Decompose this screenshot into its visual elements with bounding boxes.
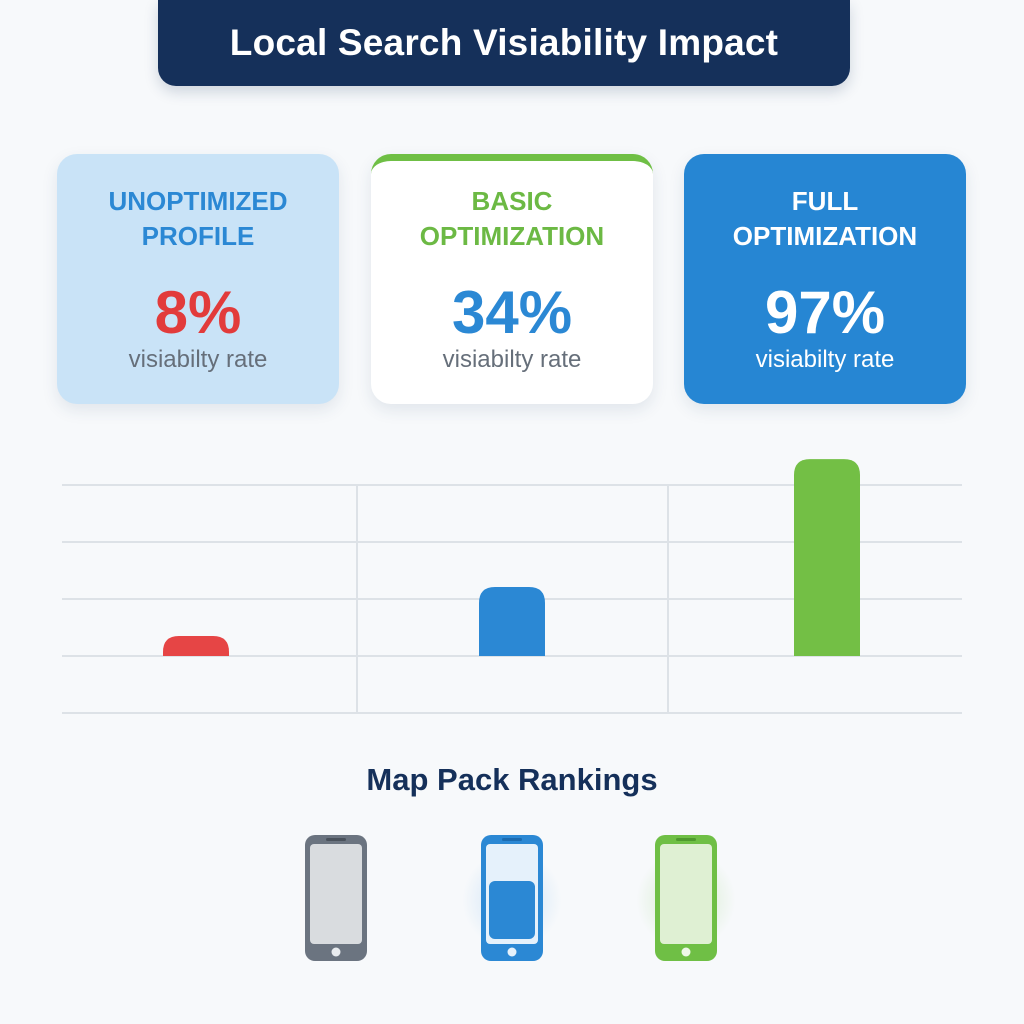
chart-bar xyxy=(163,636,229,656)
bar-chart xyxy=(62,459,962,714)
card-heading: FULL OPTIMIZATION xyxy=(684,184,966,254)
map-pack-title: Map Pack Rankings xyxy=(366,762,658,797)
chart-bar xyxy=(479,586,545,656)
card-heading-line1: BASIC xyxy=(471,186,553,216)
stat-card-unoptimized: UNOPTIMIZED PROFILE 8% visiabilty rate xyxy=(57,154,339,404)
card-value: 8% xyxy=(154,279,242,346)
phone-icon xyxy=(481,835,543,961)
card-value: 34% xyxy=(451,279,573,346)
card-heading: UNOPTIMIZED PROFILE xyxy=(57,184,339,254)
card-heading-line2: PROFILE xyxy=(141,221,255,251)
card-caption: visiabilty rate xyxy=(755,346,895,373)
card-caption: visiabilty rate xyxy=(442,346,582,373)
card-heading-line2: OPTIMIZATION xyxy=(732,221,918,251)
card-heading: BASIC OPTIMIZATION xyxy=(371,184,653,254)
card-heading-line1: FULL xyxy=(791,186,859,216)
stat-card-full: FULL OPTIMIZATION 97% visiabilty rate xyxy=(684,154,966,404)
phone-icon xyxy=(305,835,367,961)
card-value: 97% xyxy=(764,279,886,346)
stat-card-basic: BASIC OPTIMIZATION 34% visiabilty rate xyxy=(371,154,653,404)
card-heading-line1: UNOPTIMIZED xyxy=(108,186,288,216)
phone-icon xyxy=(655,835,717,961)
page-title: Local Search Visiability Impact xyxy=(229,22,779,63)
title-banner: Local Search Visiability Impact xyxy=(158,0,850,86)
card-heading-line2: OPTIMIZATION xyxy=(419,221,605,251)
chart-bar xyxy=(794,459,860,656)
card-caption: visiabilty rate xyxy=(128,346,268,373)
